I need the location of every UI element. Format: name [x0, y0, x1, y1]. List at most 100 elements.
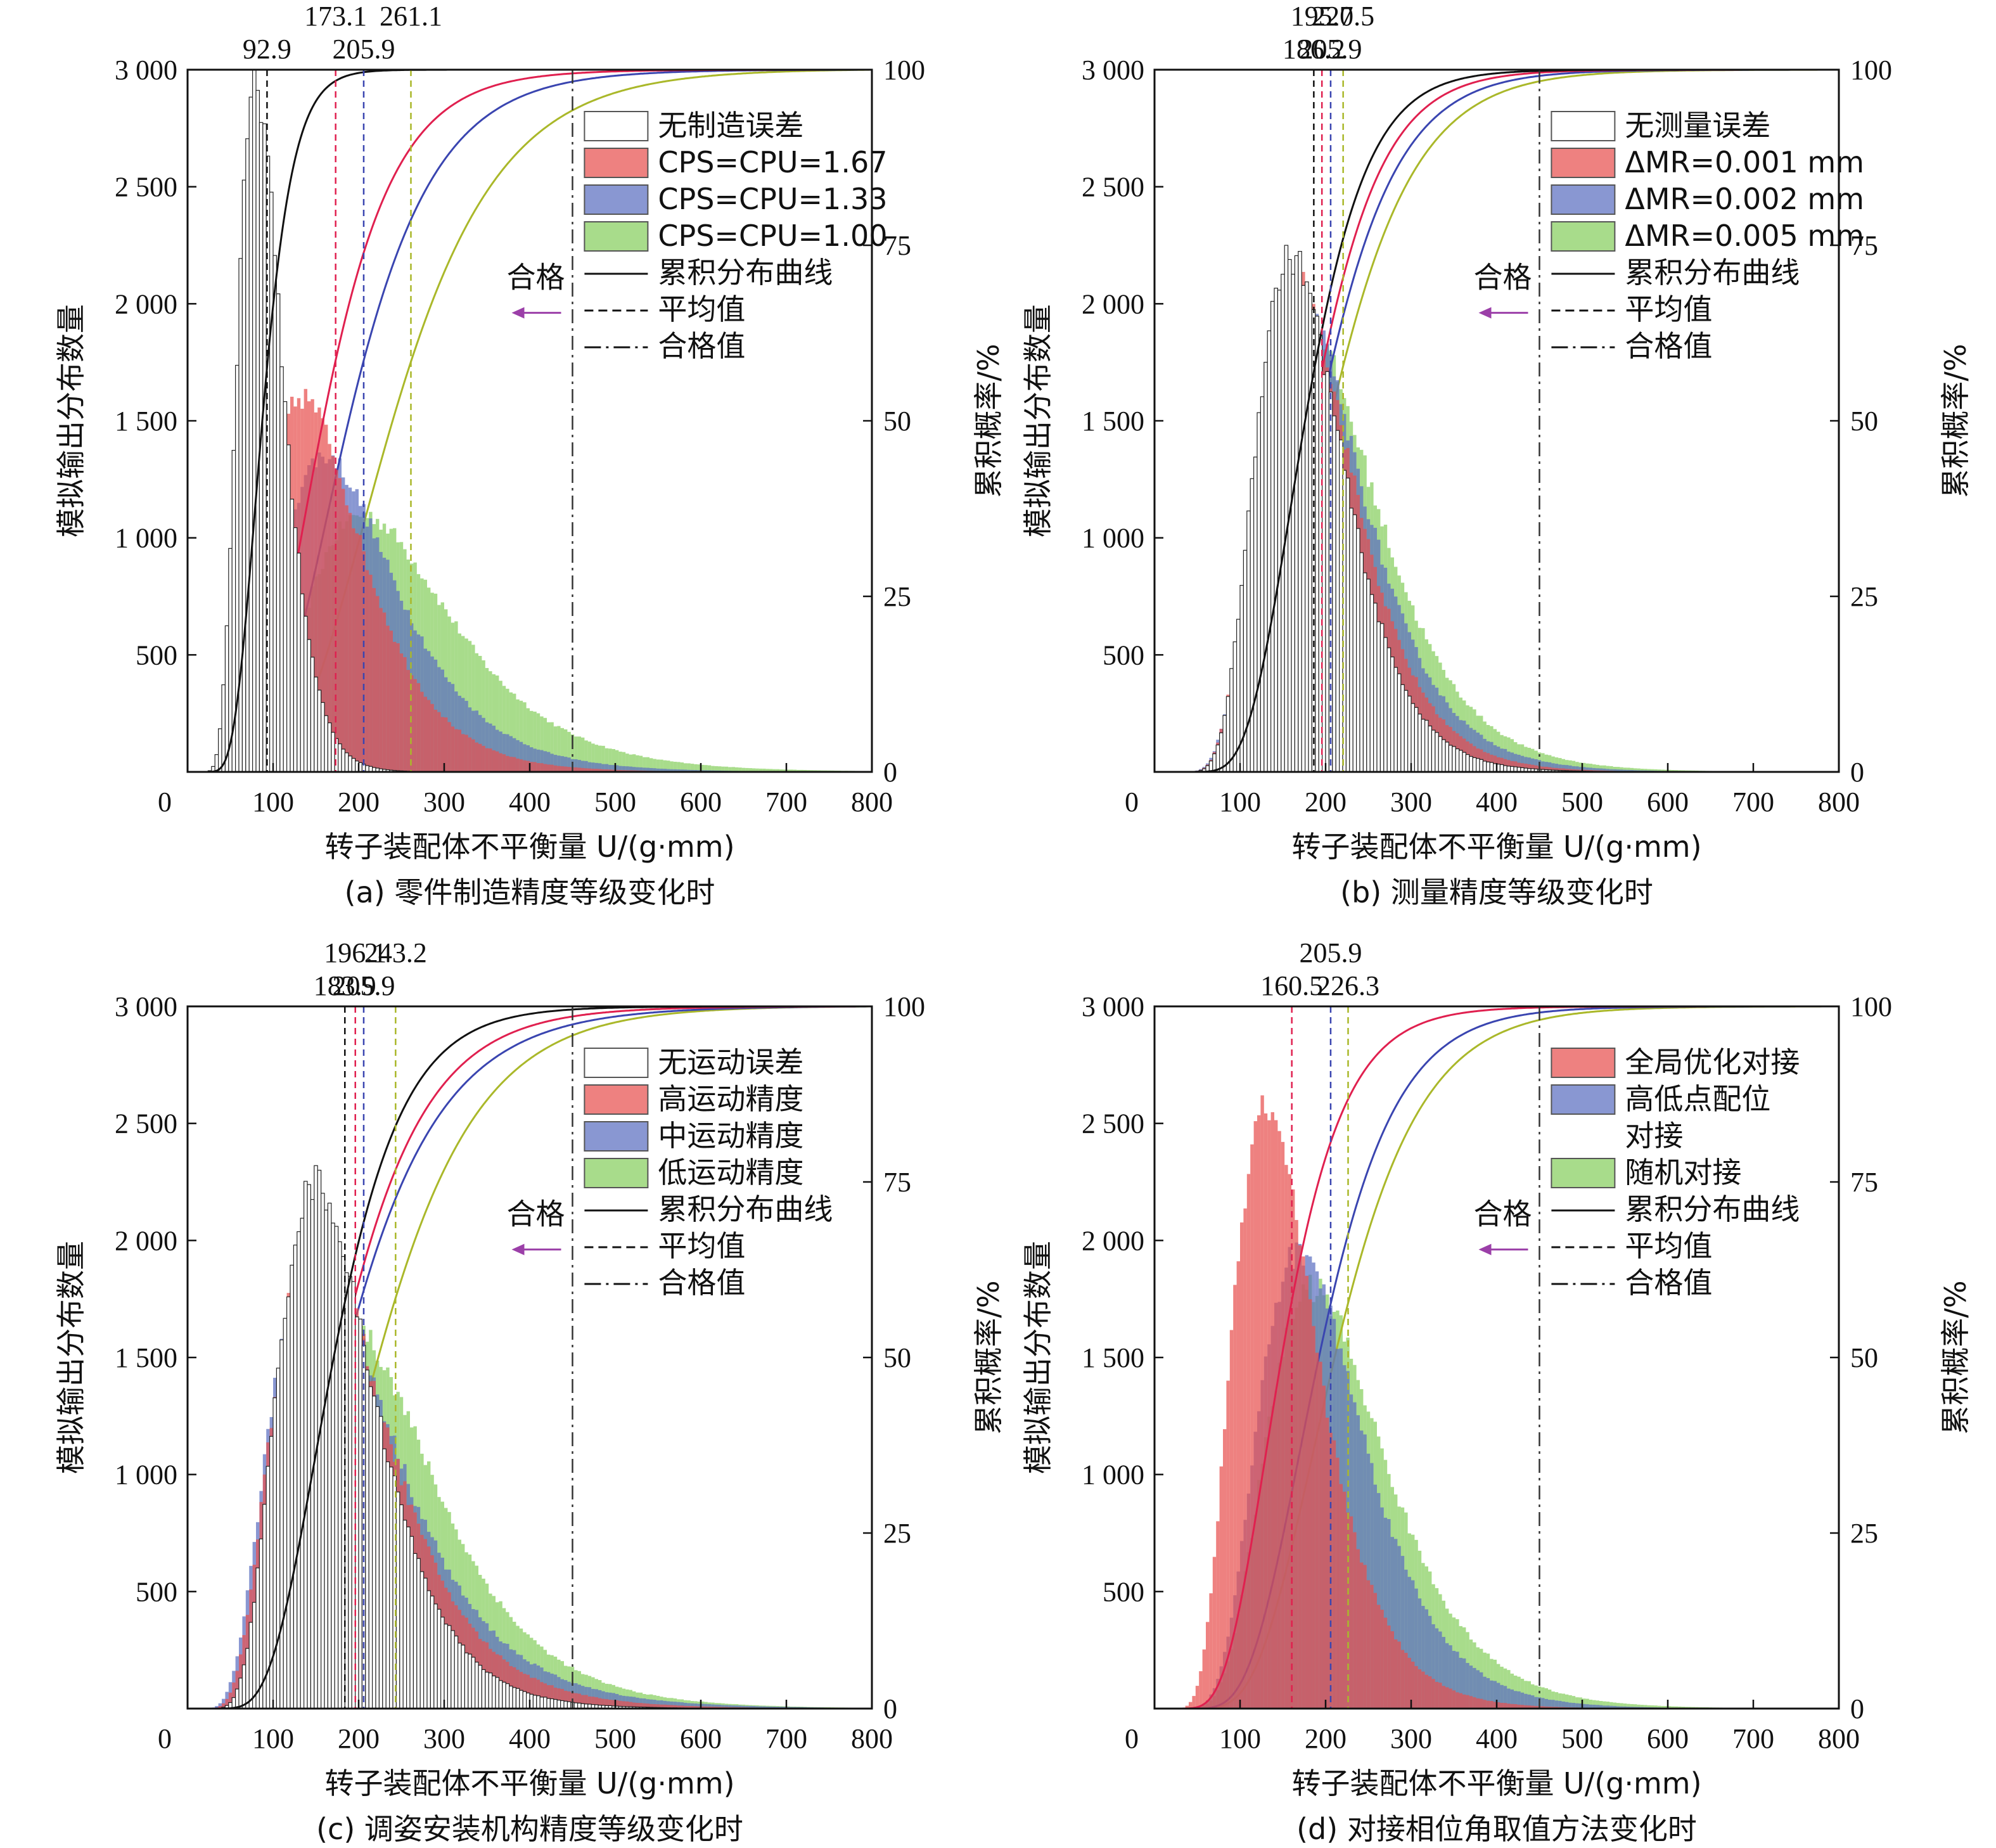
histogram-bar: [1637, 1704, 1641, 1709]
legend-entry: ΔMR=0.002 mm: [1625, 182, 1864, 216]
histogram-bar: [677, 1705, 681, 1709]
histogram-bar: [680, 769, 684, 772]
histogram-bar: [577, 1693, 581, 1709]
histogram-bar: [389, 631, 393, 772]
histogram-bar: [1240, 1222, 1244, 1709]
left-arrow-head-icon: [511, 1243, 525, 1255]
histogram-bar: [1445, 1643, 1449, 1709]
mean-value-label: 92.9: [243, 34, 291, 65]
y-left-tick-label: 3 000: [1082, 55, 1144, 86]
histogram-bar: [1219, 1466, 1223, 1709]
histogram-bar: [1627, 1704, 1630, 1709]
legend-swatch: [584, 148, 649, 178]
histogram-bar: [594, 1697, 598, 1709]
histogram-bar: [1352, 514, 1357, 772]
histogram-bar: [519, 741, 523, 772]
histogram-bar: [375, 1406, 380, 1709]
histogram-bar: [1657, 1705, 1661, 1709]
histogram-bar: [769, 769, 773, 772]
histogram-bar: [300, 1217, 305, 1709]
histogram-bar: [1544, 1706, 1548, 1709]
histogram-bar: [1524, 1693, 1528, 1709]
histogram-bar: [687, 1705, 691, 1709]
histogram-bar: [1376, 621, 1381, 772]
histogram-bar: [584, 740, 588, 772]
histogram-bar: [1599, 1701, 1603, 1709]
histogram-bar: [423, 1577, 428, 1709]
histogram-bar: [1517, 1691, 1521, 1709]
histogram-bar: [1483, 1700, 1487, 1709]
histogram-bar: [1589, 1699, 1593, 1709]
histogram-bar: [608, 1699, 612, 1709]
y-right-tick-label: 75: [1850, 1167, 1878, 1198]
histogram-bar: [601, 745, 605, 772]
panel-caption: (a) 零件制造精度等级变化时: [345, 875, 715, 909]
histogram-bar: [694, 769, 698, 772]
histogram-bar: [482, 745, 485, 772]
histogram-bar: [447, 1625, 452, 1709]
y-right-tick-label: 50: [883, 406, 911, 437]
histogram-bar: [707, 1706, 712, 1709]
y-right-tick-label: 100: [883, 55, 925, 86]
histogram-bar: [1223, 1429, 1227, 1709]
histogram-bar: [714, 1704, 718, 1709]
histogram-bar: [368, 1386, 373, 1709]
histogram-bar: [667, 1705, 670, 1709]
histogram-bar: [1473, 1667, 1476, 1709]
histogram-bar: [324, 425, 328, 772]
histogram-bar: [1243, 549, 1248, 772]
histogram-bar: [509, 736, 513, 772]
histogram-bar: [218, 1706, 222, 1709]
histogram-bar: [772, 769, 776, 772]
histogram-bar: [1349, 508, 1353, 772]
x-tick-label: 700: [765, 786, 807, 818]
histogram-bar: [314, 412, 318, 772]
histogram-bar: [513, 757, 516, 772]
histogram-bar: [1377, 1605, 1381, 1709]
histogram-bar: [1606, 769, 1610, 772]
histogram-bar: [721, 1705, 725, 1709]
histogram-bar: [1571, 1696, 1576, 1709]
histogram-bar: [286, 444, 291, 772]
legend-entry: 累积分布曲线: [658, 1192, 833, 1226]
histogram-bar: [1383, 1617, 1388, 1709]
histogram-bar: [543, 751, 547, 772]
histogram-bar: [218, 1703, 222, 1709]
histogram-bar: [636, 1702, 639, 1709]
histogram-bar: [550, 764, 554, 772]
histogram-bar: [502, 734, 506, 772]
histogram-bar: [1302, 1256, 1305, 1709]
histogram-bar: [1490, 1680, 1494, 1709]
histogram-bar: [1206, 1622, 1210, 1709]
histogram-bar: [707, 765, 712, 772]
x-axis-label: 转子装配体不平衡量 U/(g·mm): [324, 830, 734, 864]
y-right-tick-label: 50: [883, 1342, 911, 1373]
y-right-tick-label: 100: [1850, 991, 1892, 1022]
histogram-bar: [1486, 761, 1490, 772]
histogram-bar: [1263, 361, 1268, 772]
histogram-bar: [649, 767, 653, 772]
legend-entry: 合格值: [1625, 1266, 1712, 1300]
histogram-bar: [601, 764, 605, 772]
histogram-bar: [697, 764, 701, 772]
histogram-bar: [1476, 1670, 1480, 1709]
histogram-bar: [426, 1590, 432, 1709]
histogram-bar: [1414, 1665, 1418, 1709]
histogram-bar: [1319, 1361, 1322, 1709]
histogram-bar: [564, 1690, 568, 1709]
histogram-bar: [598, 763, 602, 772]
histogram-bar: [496, 751, 499, 772]
histogram-bar: [341, 748, 346, 772]
y-left-tick-label: 2 000: [1082, 1225, 1144, 1256]
histogram-bar: [485, 722, 489, 772]
histogram-bar: [1308, 1299, 1312, 1709]
histogram-bar: [283, 401, 288, 772]
mean-value-label: 220.5: [1312, 1, 1374, 32]
legend-entry: 合格值: [1625, 329, 1712, 363]
legend-entry: 平均值: [1625, 1229, 1712, 1263]
histogram-bar: [427, 700, 431, 772]
histogram-bar: [382, 612, 387, 772]
histogram-bar: [307, 401, 311, 772]
histogram-bar: [1284, 245, 1289, 772]
histogram-bar: [1668, 769, 1672, 772]
